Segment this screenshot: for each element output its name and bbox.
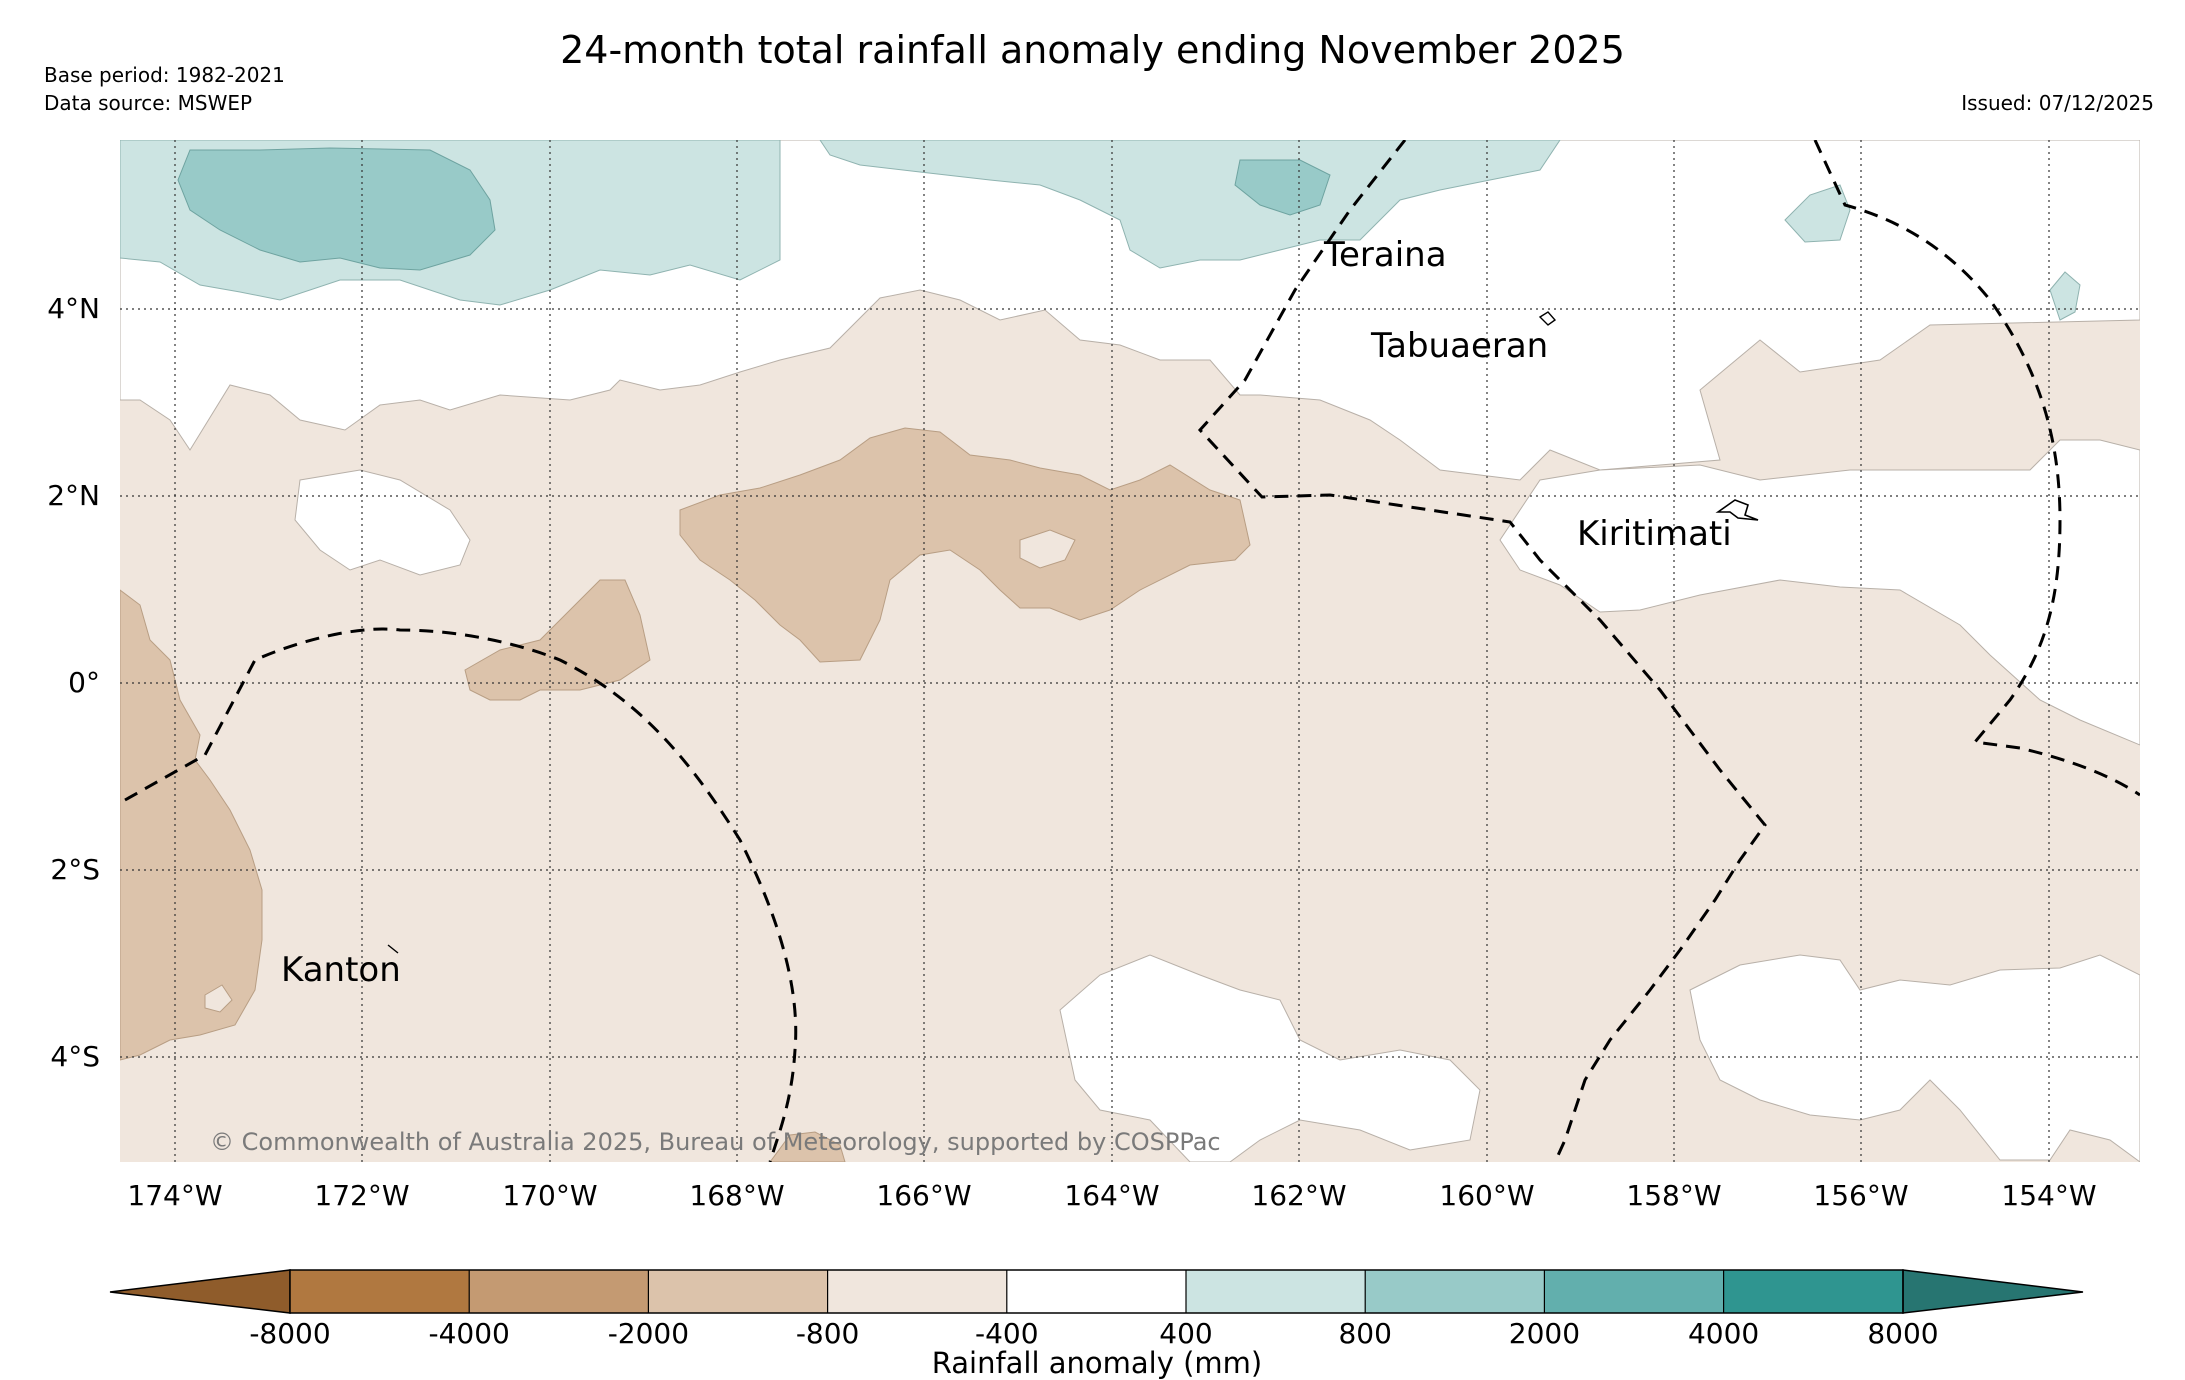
base-period: Base period: 1982-2021 — [44, 63, 285, 87]
colorbar-extend-low — [109, 1269, 291, 1314]
lon-label: 162°W — [1251, 1179, 1346, 1212]
colorbar-segment — [1723, 1270, 1903, 1313]
gridlines — [120, 140, 2140, 1162]
place-label-tabuaeran: Tabuaeran — [1370, 326, 1548, 366]
colorbar-extend-high — [1902, 1269, 2084, 1314]
colorbar-outline — [289, 1269, 1904, 1314]
lat-label: 0° — [68, 666, 100, 699]
near-normal-pocket-kanton — [204, 984, 233, 1013]
map-area: Teraina Tabuaeran Kiritimati Kanton © Co… — [120, 140, 2140, 1162]
lat-label: 4°S — [50, 1040, 100, 1073]
place-label-kiritimati: Kiritimati — [1577, 514, 1732, 554]
positive-anomaly-east-edge — [2049, 271, 2081, 321]
colorbar-tick-label: 8000 — [1867, 1317, 1938, 1350]
lon-label: 160°W — [1439, 1179, 1534, 1212]
colorbar-tick-label: -2000 — [608, 1317, 689, 1350]
lon-label: 170°W — [502, 1179, 597, 1212]
eez-boundaries — [124, 140, 2140, 1162]
kiritimati-island — [1715, 499, 1759, 521]
near-normal-area-south-east — [1689, 954, 2140, 1162]
kanton-island — [387, 944, 399, 954]
eez-boundary-kanton — [124, 627, 798, 1162]
colorbar-segment — [1365, 1270, 1545, 1313]
colorbar-segment — [1544, 1270, 1724, 1313]
dry-anomaly-kanton — [120, 589, 263, 1061]
colorbar-segment — [290, 1270, 470, 1313]
colorbar-tick-label: -4000 — [429, 1317, 510, 1350]
colorbar-segment — [1186, 1270, 1366, 1313]
positive-anomaly-north-center-strong — [1234, 159, 1331, 216]
map-title: 24-month total rainfall anomaly ending N… — [560, 28, 1625, 72]
lat-label: 2°S — [50, 853, 100, 886]
colorbar-tick-label: -8000 — [249, 1317, 330, 1350]
colorbar-tick-label: 2000 — [1509, 1317, 1580, 1350]
lon-label: 154°W — [2001, 1179, 2096, 1212]
colorbar-segment — [827, 1270, 1007, 1313]
data-source: Data source: MSWEP — [44, 91, 253, 115]
lat-label: 2°N — [47, 479, 100, 512]
dry-anomaly-south-edge — [769, 1131, 846, 1162]
lon-label: 164°W — [1064, 1179, 1159, 1212]
tabuaeran-island — [1538, 311, 1557, 326]
place-label-teraina: Teraina — [1323, 235, 1447, 275]
colorbar-tick-label: -800 — [796, 1317, 860, 1350]
colorbar-tick-label: 400 — [1159, 1317, 1212, 1350]
positive-anomaly-northeast — [1784, 184, 1851, 243]
dry-anomaly-central-band — [679, 427, 1251, 663]
eez-boundary-line-islands — [1197, 140, 1767, 1162]
dry-anomaly-near-equator — [464, 579, 651, 701]
copyright-text: © Commonwealth of Australia 2025, Bureau… — [210, 1128, 1221, 1156]
colorbar-tick-label: 4000 — [1688, 1317, 1759, 1350]
lon-label: 174°W — [127, 1179, 222, 1212]
lon-label: 172°W — [314, 1179, 409, 1212]
colorbar-tick-label: 800 — [1338, 1317, 1391, 1350]
lon-label: 156°W — [1813, 1179, 1908, 1212]
colorbar-segment — [648, 1270, 828, 1313]
lat-label: 4°N — [47, 292, 100, 325]
positive-anomaly-north-center — [819, 140, 1561, 269]
colorbar-segment — [1006, 1270, 1186, 1313]
lon-label: 168°W — [689, 1179, 784, 1212]
colorbar-dividers — [468, 1270, 1725, 1313]
colorbar-tick-label: -400 — [975, 1317, 1039, 1350]
near-normal-area-south-center — [1059, 954, 1481, 1162]
near-normal-pocket — [1019, 529, 1076, 569]
colorbar-segment — [469, 1270, 649, 1313]
eez-boundary-east — [1813, 140, 2140, 797]
longitude-labels: 174°W 172°W 170°W 168°W 166°W 164°W 162°… — [127, 1179, 2096, 1212]
issued-date: Issued: 07/12/2025 — [1961, 91, 2154, 115]
lon-label: 166°W — [876, 1179, 971, 1212]
place-label-kanton: Kanton — [281, 950, 401, 990]
colorbar-title: Rainfall anomaly (mm) — [932, 1346, 1263, 1380]
latitude-labels: 4°N 2°N 0° 2°S 4°S — [47, 292, 100, 1073]
near-normal-area-kiritimati — [1499, 439, 2140, 746]
positive-anomaly-northwest-strong — [177, 147, 496, 271]
colorbar: -8000 -4000 -2000 -800 -400 400 800 2000… — [109, 1269, 2084, 1380]
lon-label: 158°W — [1626, 1179, 1721, 1212]
